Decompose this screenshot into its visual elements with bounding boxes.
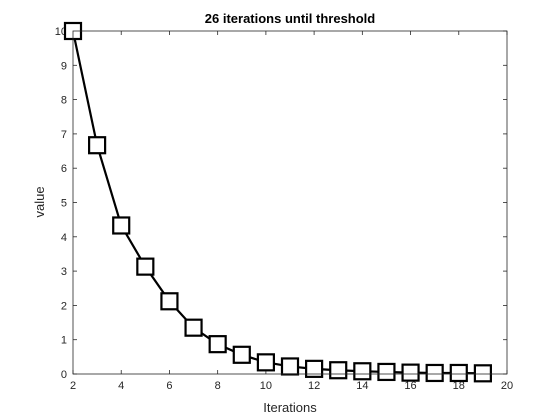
chart-title: 26 iterations until threshold [205,11,376,26]
x-tick-label: 12 [308,380,320,392]
data-point-marker [280,357,300,376]
x-tick-label: 10 [260,380,272,392]
x-tick-label: 6 [166,380,172,392]
x-tick-label: 14 [356,380,368,392]
data-point-marker [184,318,203,337]
x-tick-label: 4 [118,380,124,392]
data-point-marker [208,335,227,354]
data-point-marker [449,363,468,383]
plot-frame [72,30,508,375]
x-axis-ticks: 2 4 6 8 10 12 14 16 18 20 [70,31,513,392]
y-tick-label: 6 [61,163,67,175]
data-point-marker [377,362,396,382]
data-point-marker [160,292,179,311]
data-point-marker [401,363,420,382]
data-point-marker [136,257,155,276]
data-point-marker [256,353,275,372]
x-tick-label: 2 [70,380,76,392]
data-point-marker [329,361,348,380]
x-axis-label: Iterations [263,400,317,415]
data-point-marker [425,363,444,383]
data-point-marker [353,362,372,381]
x-tick-label: 8 [215,380,221,392]
y-tick-label: 8 [61,95,67,107]
y-tick-label: 4 [61,232,67,244]
x-tick-label: 18 [453,380,465,392]
y-tick-label: 2 [61,300,67,312]
x-tick-label: 16 [404,380,416,392]
data-point-marker [112,216,131,235]
series-layer [63,21,492,383]
y-tick-label: 0 [61,369,67,381]
plot-background [73,31,507,374]
y-tick-label: 7 [61,129,67,141]
y-tick-label: 5 [61,198,67,210]
y-tick-label: 9 [61,60,67,72]
y-axis-label: value [32,186,47,217]
y-tick-label: 1 [61,335,67,347]
data-point-marker [305,359,324,378]
x-tick-label: 20 [501,380,513,392]
data-point-marker [88,136,107,155]
data-point-marker [473,364,492,383]
data-point-marker [232,345,251,364]
y-tick-label: 3 [61,266,67,278]
